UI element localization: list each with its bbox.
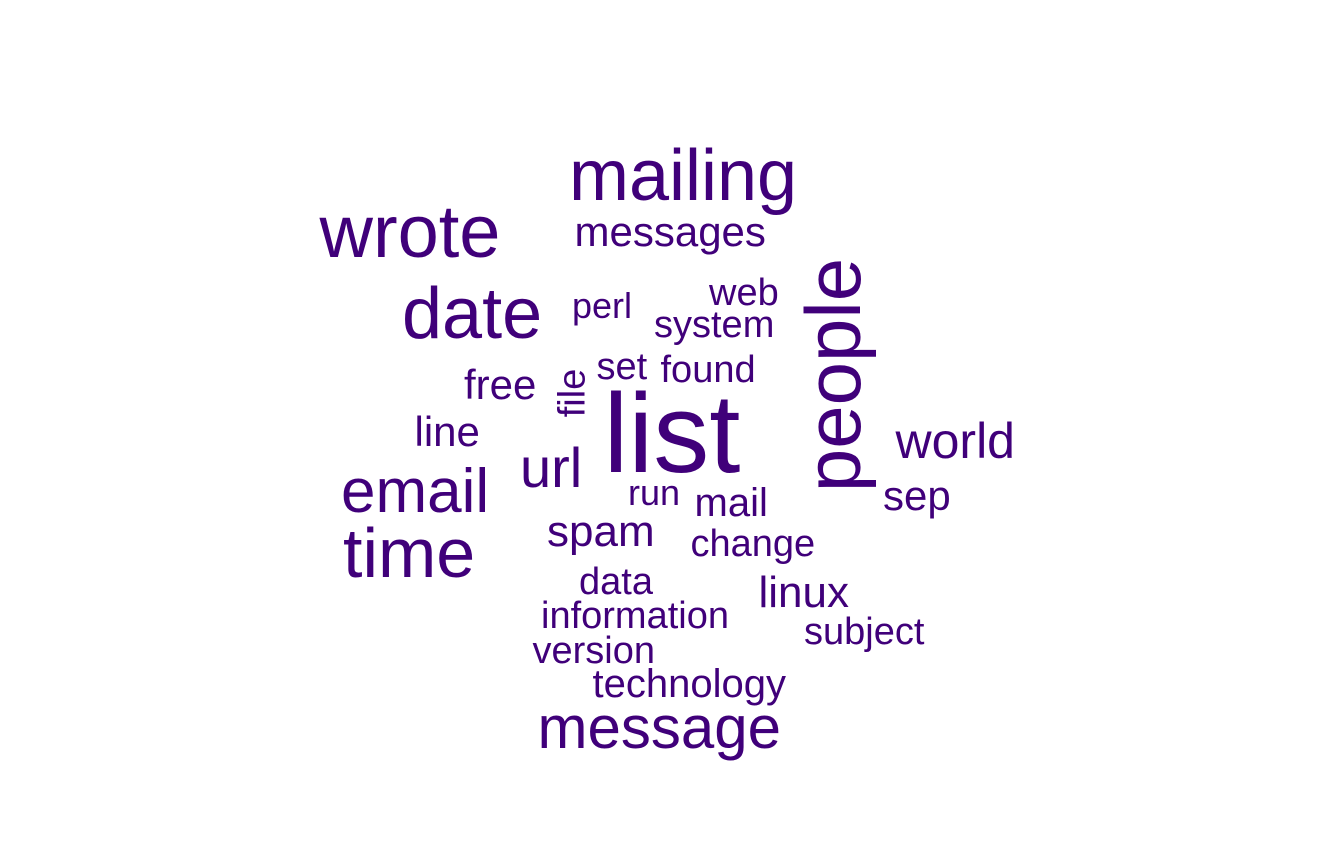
word-free: free (464, 364, 536, 406)
word-set: set (597, 348, 648, 386)
word-date: date (402, 278, 542, 350)
word-line: line (415, 411, 480, 453)
word-subject: subject (804, 613, 924, 651)
word-file: file (553, 369, 591, 418)
word-data: data (579, 563, 653, 601)
word-wrote: wrote (320, 195, 501, 269)
word-spam: spam (547, 510, 655, 554)
word-message: message (538, 698, 781, 758)
word-mailing: mailing (569, 140, 797, 212)
word-run: run (628, 475, 680, 511)
word-version: version (533, 632, 656, 670)
word-world: world (896, 416, 1015, 466)
word-mail: mail (695, 483, 768, 523)
word-found: found (661, 351, 756, 389)
word-messages: messages (575, 211, 766, 253)
word-time: time (343, 518, 475, 588)
word-people: people (794, 258, 872, 492)
word-linux: linux (759, 571, 850, 615)
word-sep: sep (883, 475, 951, 517)
word-change: change (691, 525, 816, 563)
word-perl: perl (572, 288, 632, 324)
word-url: url (520, 440, 582, 496)
word-web: web (709, 274, 779, 312)
